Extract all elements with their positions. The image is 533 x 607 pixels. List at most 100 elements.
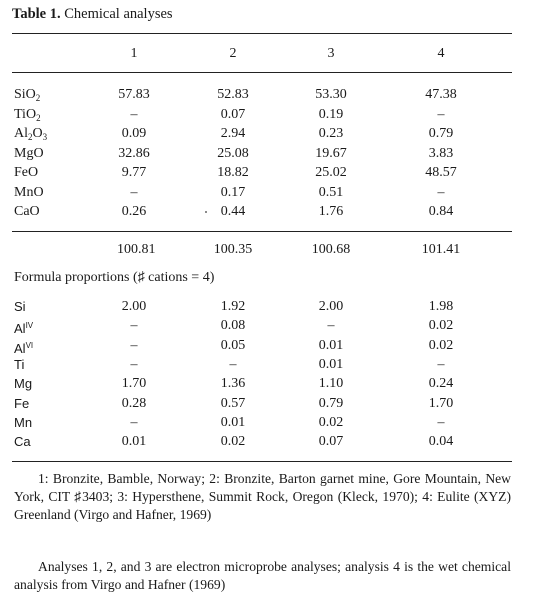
oxide-value: 0.79 [428,126,454,141]
table-title: Table 1. Chemical analyses [12,6,173,23]
oxide-value: 0.17 [220,184,246,200]
cation-label-base: Ca [14,434,31,450]
oxide-value: 25.02 [315,165,347,180]
footnote-methods-text: Analyses 1, 2, and 3 are electron microp… [14,559,511,592]
footnote-sample-list: 1: Bronzite, Bamble, Norway; 2: Bronzite… [14,470,511,524]
oxide-label: MnO [14,184,44,201]
cation-value: 0.02 [220,434,246,450]
cation-value: 0.07 [318,434,344,450]
table-number: Table 1. [12,6,61,22]
oxide-label-base: CaO [14,204,40,219]
oxide-label: FeO [14,164,38,181]
cation-value: 0.24 [428,376,454,392]
cation-value: 0.28 [121,395,147,411]
oxide-value: – [437,106,445,122]
total-4: 101.41 [421,242,461,257]
cation-value: 0.08 [220,318,246,334]
totals-rule [12,231,512,232]
oxide-value: – [130,184,138,200]
oxide-value: 25.08 [217,145,249,161]
oxide-label: TiO2 [14,106,41,127]
total-3: 100.68 [311,242,351,257]
cation-label: Ti [14,356,24,373]
total-2: 100.35 [213,242,253,257]
cation-value: – [229,356,237,372]
cation-label-base: Al [14,321,26,337]
column-header-3: 3 [327,46,335,61]
cation-value: 0.02 [318,414,344,430]
cation-value: 1.98 [428,299,454,314]
cation-value: 0.01 [121,434,147,450]
bottom-rule [12,461,512,462]
footnote-methods: Analyses 1, 2, and 3 are electron microp… [14,558,511,594]
oxide-label-subscript: 2 [36,112,41,123]
oxide-value: 48.57 [425,165,457,180]
cation-value: – [130,414,138,430]
total-1: 100.81 [117,242,156,257]
cation-label-superscript: VI [25,340,34,350]
speck-mark [205,211,207,213]
oxide-value: 2.94 [220,126,246,141]
cation-value: 1.36 [220,376,246,392]
cation-value: 0.57 [220,395,246,411]
cation-value: 0.02 [428,318,454,334]
oxide-value: 53.30 [315,87,347,102]
oxide-label: SiO2 [14,86,40,107]
oxide-value: 0.44 [220,204,246,219]
cation-value: 0.02 [428,337,454,353]
oxide-label-base: FeO [14,165,39,180]
footnote-sample-text: 1: Bronzite, Bamble, Norway; 2: Bronzite… [14,471,511,522]
cation-value: 0.01 [318,356,344,372]
cation-label: Mn [14,414,32,431]
cation-value: – [130,318,138,334]
oxide-label-base: MnO [14,184,44,200]
cation-value: 0.01 [318,337,344,353]
oxide-value: 47.38 [425,87,457,102]
oxide-label-base: SiO [14,87,36,102]
column-header-2: 2 [229,46,237,61]
oxide-value: 0.84 [428,204,454,219]
oxide-value: 0.51 [318,184,344,200]
oxide-label-base: MgO [14,145,44,161]
oxide-label-subscript: 2 [35,93,41,103]
oxide-value: 9.77 [121,165,147,180]
oxide-label-base: TiO [14,106,37,122]
oxide-value: 3.83 [428,145,454,161]
cation-label: Ca [14,433,31,450]
header-rule [12,72,512,73]
cation-label-base: Mn [14,414,33,430]
oxide-value: – [130,106,138,122]
cation-label: AlVI [14,337,33,357]
cation-value: 2.00 [318,299,344,314]
oxide-value: 18.82 [217,165,249,180]
oxide-label-subscript: 3 [42,132,48,142]
oxide-label-subscript: 2 [28,132,33,142]
cation-label-superscript: IV [25,321,34,331]
column-header-1: 1 [130,46,138,61]
oxide-value: 19.67 [315,145,347,161]
column-header-4: 4 [437,46,445,61]
formula-heading: Formula proportions (♯ cations = 4) [14,270,215,285]
cation-value: 0.79 [318,395,344,411]
cation-label-base: Si [14,299,26,314]
cation-value: 1.70 [428,395,454,411]
oxide-label-mid: O [32,126,43,141]
oxide-value: 0.23 [318,126,344,141]
cation-value: – [130,356,138,372]
cation-value: – [437,356,445,372]
cation-label: Si [14,298,26,315]
cation-value: 0.04 [428,434,454,450]
oxide-value: 52.83 [217,87,249,102]
oxide-value: 57.83 [118,87,150,102]
oxide-value: 0.09 [121,126,147,141]
cation-label-base: Ti [14,356,25,372]
cation-label-base: Fe [14,395,30,411]
oxide-value: 32.86 [118,145,150,161]
oxide-value: 1.76 [318,204,344,219]
cation-label: Fe [14,395,29,412]
oxide-value: 0.07 [220,106,246,122]
cation-value: 1.92 [220,299,246,314]
cation-value: – [437,414,445,430]
oxide-value: – [437,184,445,200]
